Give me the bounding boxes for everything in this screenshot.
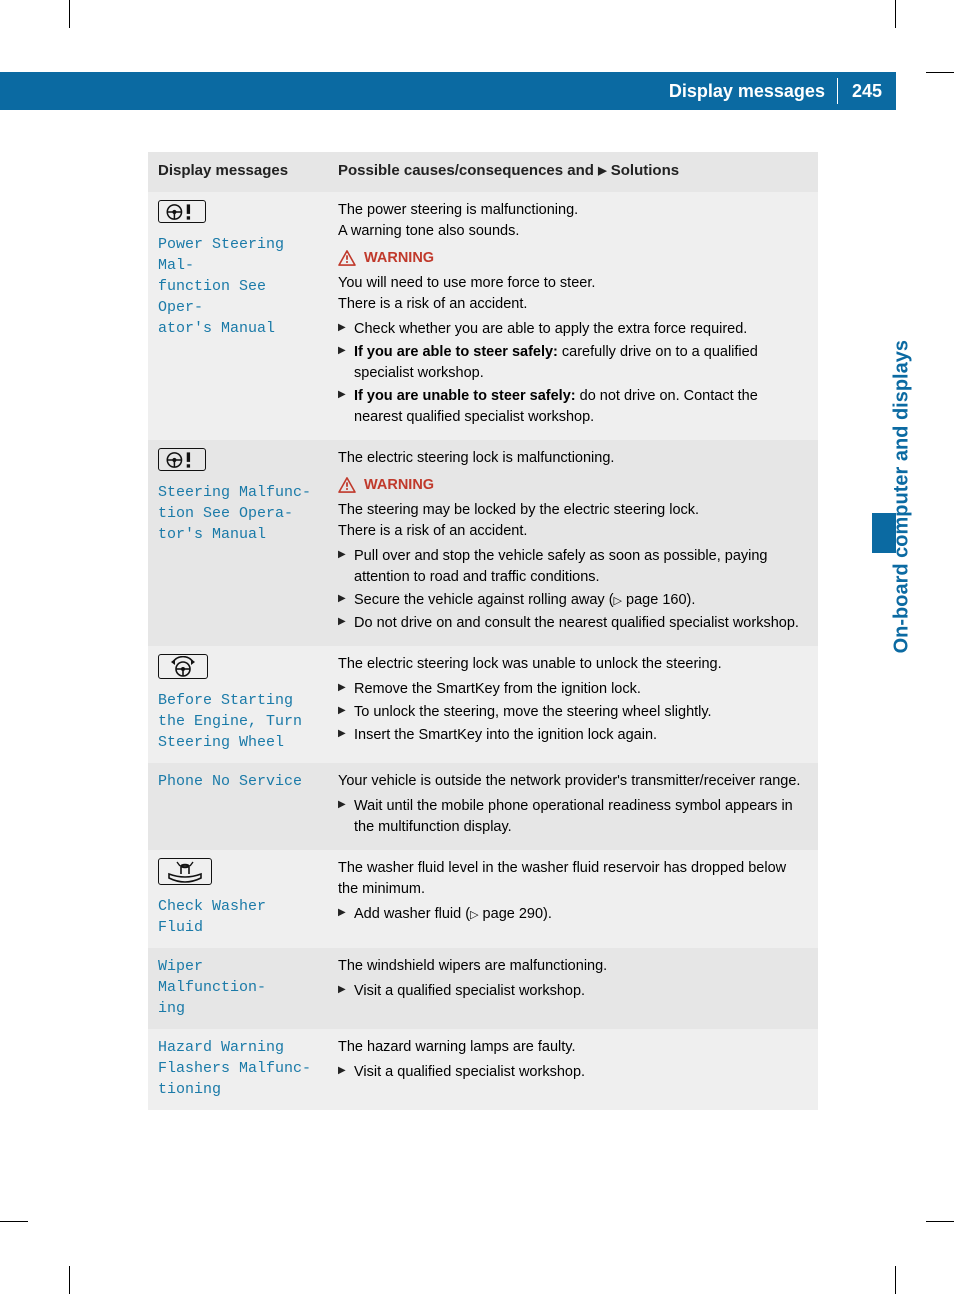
cause-text: The power steering is malfunctioning. (338, 200, 808, 221)
solution-cell: Your vehicle is outside the network prov… (328, 763, 818, 850)
cause-text: A warning tone also sounds. (338, 221, 808, 242)
col-header-left: Display messages (148, 152, 328, 192)
solution-item: Visit a qualified specialist workshop. (338, 981, 808, 1002)
solution-cell: The electric steering lock is malfunctio… (328, 440, 818, 646)
display-message-text: Check Washer Fluid (158, 898, 266, 936)
display-message-text: Steering Malfunc‐tion See Opera‐tor's Ma… (158, 484, 311, 543)
solution-item: Check whether you are able to apply the … (338, 319, 808, 340)
solution-list: Wait until the mobile phone operational … (338, 796, 808, 838)
display-message-cell: Before Startingthe Engine, TurnSteering … (148, 646, 328, 763)
solution-item: Visit a qualified specialist workshop. (338, 1062, 808, 1083)
messages-table: Display messages Possible causes/consequ… (148, 152, 818, 1110)
solution-item: If you are unable to steer safely: do no… (338, 386, 808, 428)
warning-body-text: There is a risk of an accident. (338, 521, 808, 542)
display-message-cell: Hazard WarningFlashers Malfunc‐tioning (148, 1029, 328, 1110)
table-header-row: Display messages Possible causes/consequ… (148, 152, 818, 192)
table-row: Before Startingthe Engine, TurnSteering … (148, 646, 818, 763)
crop-mark (0, 1221, 28, 1222)
crop-mark (60, 0, 70, 28)
crop-mark (895, 0, 896, 28)
warning-body-text: You will need to use more force to steer… (338, 273, 808, 294)
solution-list: Check whether you are able to apply the … (338, 319, 808, 428)
cause-text: The electric steering lock is malfunctio… (338, 448, 808, 469)
solution-item: Add washer fluid (▷ page 290). (338, 904, 808, 925)
solution-item: Wait until the mobile phone operational … (338, 796, 808, 838)
display-message-text: Wiper Malfunction‐ing (158, 958, 266, 1017)
display-message-text: Hazard WarningFlashers Malfunc‐tioning (158, 1039, 311, 1098)
crop-mark (926, 72, 954, 73)
solution-item: Remove the SmartKey from the ignition lo… (338, 679, 808, 700)
warning-label: WARNING (338, 475, 808, 496)
display-message-cell: Phone No Service (148, 763, 328, 850)
display-message-text: Before Startingthe Engine, TurnSteering … (158, 692, 302, 751)
solution-item: Pull over and stop the vehicle safely as… (338, 546, 808, 588)
solution-cell: The hazard warning lamps are faulty. Visi… (328, 1029, 818, 1110)
solution-item: To unlock the steering, move the steerin… (338, 702, 808, 723)
warning-body-text: There is a risk of an accident. (338, 294, 808, 315)
display-message-cell: Check Washer Fluid (148, 850, 328, 948)
solution-item: Secure the vehicle against rolling away … (338, 590, 808, 611)
warning-body-text: The steering may be locked by the electr… (338, 500, 808, 521)
washer-fluid-icon (158, 858, 212, 885)
warning-triangle-icon (338, 477, 356, 493)
col-header-right-suffix: Solutions (607, 162, 680, 179)
col-header-right-prefix: Possible causes/consequences and (338, 162, 598, 179)
solution-cell: The power steering is malfunctioning.A w… (328, 192, 818, 440)
table-row: Hazard WarningFlashers Malfunc‐tioning Th… (148, 1029, 818, 1110)
solution-cell: The electric steering lock was unable to… (328, 646, 818, 763)
section-tab-block (872, 513, 896, 553)
page-frame: Display messages 245 On-board computer a… (0, 0, 954, 1294)
solution-list: Remove the SmartKey from the ignition lo… (338, 679, 808, 746)
steering-alert-icon (158, 448, 206, 471)
table-row: Check Washer Fluid The washer fluid level… (148, 850, 818, 948)
page-ref-icon: ▷ (614, 595, 622, 607)
triangle-icon: ▶ (598, 164, 606, 180)
page-number: 245 (838, 81, 896, 102)
table-row: Steering Malfunc‐tion See Opera‐tor's Ma… (148, 440, 818, 646)
table-row: Phone No Service Your vehicle is outside … (148, 763, 818, 850)
section-tab-label: On-board computer and displays (890, 340, 913, 653)
solution-item: If you are able to steer safely: careful… (338, 342, 808, 384)
crop-mark (926, 1221, 954, 1222)
solution-list: Add washer fluid (▷ page 290). (338, 904, 808, 925)
cause-text: The windshield wipers are malfunctioning… (338, 956, 808, 977)
table-row: Wiper Malfunction‐ing The windshield wipe… (148, 948, 818, 1029)
cause-text: The electric steering lock was unable to… (338, 654, 808, 675)
page-ref-icon: ▷ (470, 909, 478, 921)
steering-turn-icon (158, 654, 208, 679)
solution-cell: The windshield wipers are malfunctioning… (328, 948, 818, 1029)
display-message-cell: Steering Malfunc‐tion See Opera‐tor's Ma… (148, 440, 328, 646)
warning-triangle-icon (338, 250, 356, 266)
cause-text: The hazard warning lamps are faulty. (338, 1037, 808, 1058)
crop-mark (60, 1266, 70, 1294)
col-header-right: Possible causes/consequences and ▶ Solut… (328, 152, 818, 192)
display-message-cell: Power Steering Mal‐function See Oper‐ato… (148, 192, 328, 440)
solution-list: Visit a qualified specialist workshop. (338, 1062, 808, 1083)
cause-text: Your vehicle is outside the network prov… (338, 771, 808, 792)
table-row: Power Steering Mal‐function See Oper‐ato… (148, 192, 818, 440)
page-header-bar: Display messages 245 (0, 72, 896, 110)
warning-label: WARNING (338, 248, 808, 269)
display-message-cell: Wiper Malfunction‐ing (148, 948, 328, 1029)
cause-text: The washer fluid level in the washer flu… (338, 858, 808, 900)
crop-mark (895, 1266, 896, 1294)
solution-item: Insert the SmartKey into the ignition lo… (338, 725, 808, 746)
solution-list: Pull over and stop the vehicle safely as… (338, 546, 808, 634)
page-header-title: Display messages (669, 81, 837, 102)
steering-alert-icon (158, 200, 206, 223)
content-area: Display messages Possible causes/consequ… (148, 152, 818, 1110)
display-message-text: Phone No Service (158, 773, 302, 790)
solution-list: Visit a qualified specialist workshop. (338, 981, 808, 1002)
solution-cell: The washer fluid level in the washer flu… (328, 850, 818, 948)
display-message-text: Power Steering Mal‐function See Oper‐ato… (158, 236, 284, 337)
solution-item: Do not drive on and consult the nearest … (338, 613, 808, 634)
